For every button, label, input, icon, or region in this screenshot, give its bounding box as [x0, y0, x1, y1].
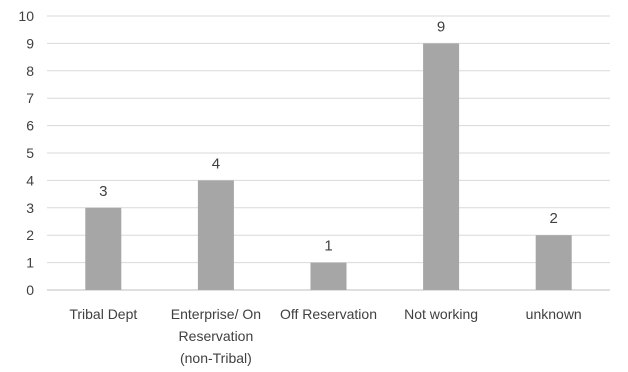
bar — [197, 180, 234, 290]
category-label-line: Reservation — [179, 328, 254, 344]
data-label: 1 — [324, 238, 332, 255]
bar — [535, 235, 572, 290]
category-label-line: Tribal Dept — [69, 306, 137, 322]
category-label: Enterprise/ On Reservation (non-Tribal) — [171, 306, 261, 366]
category-label-line: (non-Tribal) — [180, 350, 252, 366]
y-tick-label: 2 — [26, 227, 34, 243]
bar — [310, 262, 347, 290]
category-label: Off Reservation — [280, 306, 377, 322]
y-tick-label: 3 — [26, 200, 34, 216]
y-tick-label: 4 — [26, 172, 34, 188]
category-label-line: Enterprise/ On — [171, 306, 261, 322]
data-label: 3 — [99, 183, 107, 200]
y-tick-label: 10 — [18, 8, 34, 24]
bar — [423, 43, 460, 291]
category-label: Not working — [404, 306, 478, 322]
data-label: 9 — [437, 18, 445, 35]
y-tick-label: 0 — [26, 282, 34, 298]
category-label-line: Not working — [404, 306, 478, 322]
y-tick-label: 8 — [26, 63, 34, 79]
category-label-line: unknown — [526, 306, 582, 322]
y-tick-label: 1 — [26, 255, 34, 271]
bar — [85, 207, 122, 290]
data-label: 4 — [212, 155, 220, 172]
y-tick-label: 9 — [26, 35, 34, 51]
data-label: 2 — [550, 210, 558, 227]
y-tick-label: 7 — [26, 90, 34, 106]
category-label: unknown — [526, 306, 582, 322]
y-tick-label: 6 — [26, 118, 34, 134]
category-label: Tribal Dept — [69, 306, 137, 322]
y-tick-label: 5 — [26, 145, 34, 161]
category-label-line: Off Reservation — [280, 306, 377, 322]
